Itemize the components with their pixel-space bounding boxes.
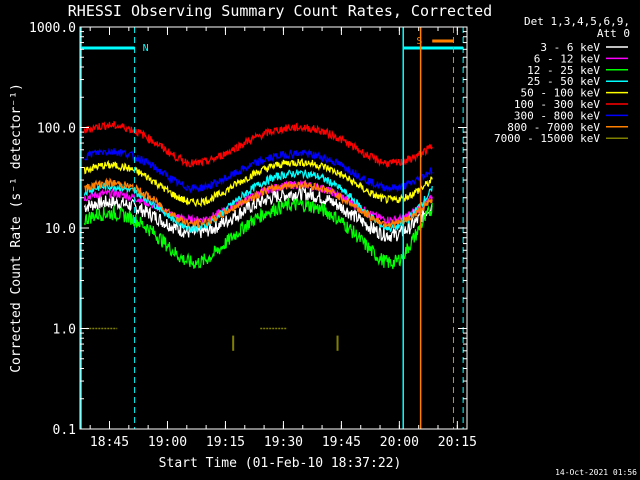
x-axis: 18:45 19:00 19:15 19:30 19:45 20:00 20:15 <box>89 27 477 450</box>
series-layer <box>83 120 433 351</box>
series-7000-15000-kev <box>86 327 339 351</box>
x-axis-title: Start Time (01-Feb-10 18:37:22) <box>159 456 402 471</box>
legend-label: 7000 - 15000 keV <box>494 132 600 145</box>
chart-title: RHESSI Observing Summary Count Rates, Co… <box>68 2 492 20</box>
annotation-label: N <box>143 43 149 54</box>
x-tick-label: 20:15 <box>438 435 477 450</box>
x-tick-label: 18:45 <box>90 435 129 450</box>
series-100-300-kev <box>83 120 433 169</box>
legend-item: 25 - 50 keV <box>527 75 628 88</box>
legend-item: 6 - 12 keV <box>534 52 628 65</box>
series-12-25-kev <box>83 197 433 270</box>
legend-label: 800 - 7000 keV <box>507 121 600 134</box>
legend-header: Det 1,3,4,5,6,9, <box>524 15 630 28</box>
series-300-800-kev <box>84 147 433 194</box>
legend-header: Att 0 <box>597 27 630 40</box>
legend-label: 6 - 12 keV <box>534 52 601 65</box>
y-tick-label: 0.1 <box>53 423 76 438</box>
y-axis-title: Corrected Count Rate (s⁻¹ detector⁻¹) <box>9 83 24 373</box>
legend-item: 50 - 100 keV <box>521 87 628 100</box>
y-tick-label: 1.0 <box>53 323 76 338</box>
legend-item: 300 - 800 keV <box>514 109 628 122</box>
series-50-100-kev <box>83 158 433 208</box>
legend-label: 3 - 6 keV <box>540 41 600 54</box>
series-3-6-kev <box>83 184 433 242</box>
annotation-label: S <box>416 36 422 47</box>
x-tick-label: 19:15 <box>206 435 245 450</box>
legend-item: 800 - 7000 keV <box>507 121 628 134</box>
legend-item: 7000 - 15000 keV <box>494 132 628 145</box>
legend-item: 100 - 300 keV <box>514 98 628 111</box>
y-tick-label: 1000.0 <box>29 21 76 36</box>
series-6-12-kev <box>83 179 433 226</box>
legend-label: 50 - 100 keV <box>521 87 601 100</box>
legend-label: 12 - 25 keV <box>527 64 600 77</box>
x-tick-label: 19:45 <box>322 435 361 450</box>
series-800-7000-kev <box>84 177 433 229</box>
legend-label: 25 - 50 keV <box>527 75 600 88</box>
x-tick-label: 19:00 <box>148 435 187 450</box>
x-tick-label: 19:30 <box>264 435 303 450</box>
timestamp: 14-Oct-2021 01:56 <box>555 468 637 477</box>
legend-item: 12 - 25 keV <box>527 64 628 77</box>
legend-label: 300 - 800 keV <box>514 109 600 122</box>
y-tick-label: 100.0 <box>37 122 76 137</box>
y-axis: 0.1 1.0 10.0 100.0 1000.0 <box>29 21 467 438</box>
legend-label: 100 - 300 keV <box>514 98 600 111</box>
x-tick-label: 20:00 <box>380 435 419 450</box>
y-tick-label: 10.0 <box>45 222 76 237</box>
legend-item: 3 - 6 keV <box>540 41 628 54</box>
annotation-layer: NS <box>80 27 464 429</box>
annotation-s: S <box>416 27 454 429</box>
